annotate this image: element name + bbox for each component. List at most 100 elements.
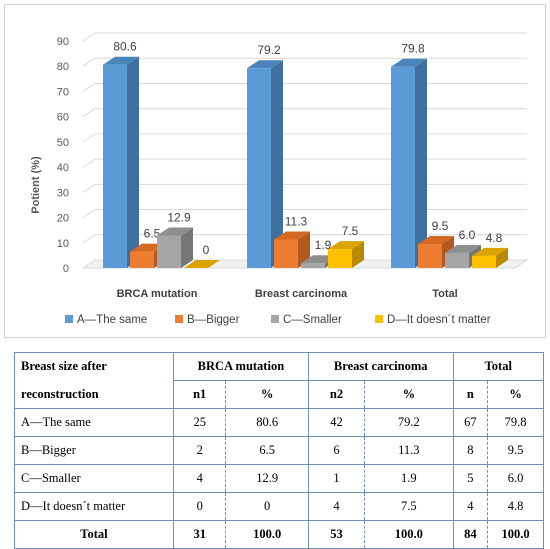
table-cell: 100.0 <box>364 520 454 549</box>
bar-top <box>445 244 481 253</box>
table-cell: Total <box>14 520 174 549</box>
table-cell: 4 <box>172 464 227 493</box>
y-tick-label: 30 <box>57 187 69 199</box>
data-label: 4.8 <box>486 231 503 245</box>
table-cell: 4 <box>307 492 366 521</box>
data-label: 12.9 <box>167 210 191 224</box>
bar-front <box>418 244 442 268</box>
legend-label: D—It doesn´t matter <box>387 314 491 326</box>
bar-top <box>328 241 364 250</box>
table-header-cell: Total <box>452 352 545 381</box>
data-label: 79.8 <box>401 42 425 56</box>
table-header-cell: % <box>487 380 544 409</box>
bar-1-3 <box>157 227 193 268</box>
bar-2-1 <box>247 60 283 268</box>
table-cell: 100.0 <box>487 520 544 549</box>
table-cell: 2 <box>172 436 227 465</box>
table-cell: 31 <box>172 520 227 549</box>
data-label: 6.0 <box>459 228 476 242</box>
gridline-diag <box>82 209 96 218</box>
legend-label: B—Bigger <box>187 314 240 326</box>
bar-3-1 <box>391 58 427 268</box>
bars: 80.6 6.5 12.9 0 79.2 11.3 1.9 7.5 79.8 9.5 6.0 4.8 <box>103 40 508 268</box>
data-label: 0 <box>203 243 210 257</box>
bar-1-1 <box>103 56 139 268</box>
gridline-diag <box>82 234 96 244</box>
y-tick-label: 0 <box>63 263 69 275</box>
table-header-cell: Breast size after <box>14 352 174 381</box>
table-cell: 42 <box>307 408 366 437</box>
data-label: 79.2 <box>257 43 281 57</box>
table-cell: 12.9 <box>225 464 309 493</box>
gridline-diag <box>82 158 96 168</box>
table-header-cell: Breast carcinoma <box>307 352 454 381</box>
y-tick-label: 20 <box>57 213 69 225</box>
table-cell: 11.3 <box>364 436 454 465</box>
y-tick-label: 90 <box>57 36 69 48</box>
table-cell: 67 <box>452 408 489 437</box>
bar-side <box>127 56 139 268</box>
bar-front <box>472 255 496 268</box>
data-label: 80.6 <box>113 40 137 54</box>
bar-2-4 <box>328 241 364 268</box>
x-tick-label: Total <box>432 288 457 300</box>
legend-swatch <box>271 315 279 323</box>
y-tick-label: 40 <box>57 162 69 174</box>
table-header-cell: n1 <box>172 380 227 409</box>
y-tick-labels: 0 10 20 30 40 50 60 70 80 90 <box>57 36 69 275</box>
legend-label: C—Smaller <box>283 314 342 326</box>
gridline-diag <box>82 133 96 143</box>
data-label: 11.3 <box>285 214 308 228</box>
bar-top <box>418 236 454 245</box>
table-cell: D—It doesn´t matter <box>14 492 174 521</box>
bar-side <box>415 58 427 268</box>
table-cell: 6 <box>307 436 366 465</box>
table-cell: 79.8 <box>487 408 544 437</box>
bar-top <box>391 58 427 67</box>
y-tick-label: 80 <box>57 61 69 73</box>
table-cell: 6.5 <box>225 436 309 465</box>
legend-swatch <box>65 315 73 323</box>
gridline-diag <box>82 32 96 42</box>
table-header-row: Breast size after BRCA mutation Breast c… <box>14 352 545 381</box>
bar-front <box>274 239 298 268</box>
y-tick-label: 10 <box>57 238 69 250</box>
table-cell: B—Bigger <box>14 436 174 465</box>
bar-top <box>103 56 139 65</box>
table-header-cell: n2 <box>307 380 366 409</box>
legend-label: A—The same <box>77 314 147 326</box>
x-tick-label: Breast carcinoma <box>255 288 348 300</box>
table-row: B—Bigger 2 6.5 6 11.3 8 9.5 <box>14 436 544 465</box>
bar-chart: 0 10 20 30 40 50 60 70 80 90 Potient (%) 80.6 6.5 1… <box>30 32 529 326</box>
bar-top <box>247 60 283 69</box>
table-cell: 53 <box>307 520 366 549</box>
table-header-cell: BRCA mutation <box>172 352 309 381</box>
table-header-cell: % <box>364 380 454 409</box>
table-cell: 80.6 <box>225 408 309 437</box>
bar-side <box>496 247 508 268</box>
bar-top <box>157 227 193 236</box>
chart-area: 0 10 20 30 40 50 60 70 80 90 Potient (%) 80.6 6.5 1… <box>4 4 546 338</box>
bar-top <box>184 260 220 268</box>
bar-front <box>301 263 325 268</box>
table-cell: A—The same <box>14 408 174 437</box>
table-cell: 1.9 <box>364 464 454 493</box>
table-cell: 4.8 <box>487 492 544 521</box>
bar-1-4 <box>184 260 220 268</box>
bar-3-4 <box>472 247 508 268</box>
gridline-diag <box>82 108 96 118</box>
table-cell: 100.0 <box>225 520 309 549</box>
bar-front <box>130 251 154 268</box>
gridline-diag <box>82 57 96 67</box>
y-tick-label: 60 <box>57 112 69 124</box>
table-cell: 0 <box>225 492 309 521</box>
legend-swatch <box>375 315 383 323</box>
bar-front <box>391 66 415 268</box>
table-cell: 4 <box>452 492 489 521</box>
table-cell: 0 <box>172 492 227 521</box>
bar-front <box>247 68 271 268</box>
data-label: 7.5 <box>342 224 359 238</box>
table-cell: 1 <box>307 464 366 493</box>
bar-side <box>298 231 310 268</box>
data-label: 9.5 <box>432 219 449 233</box>
